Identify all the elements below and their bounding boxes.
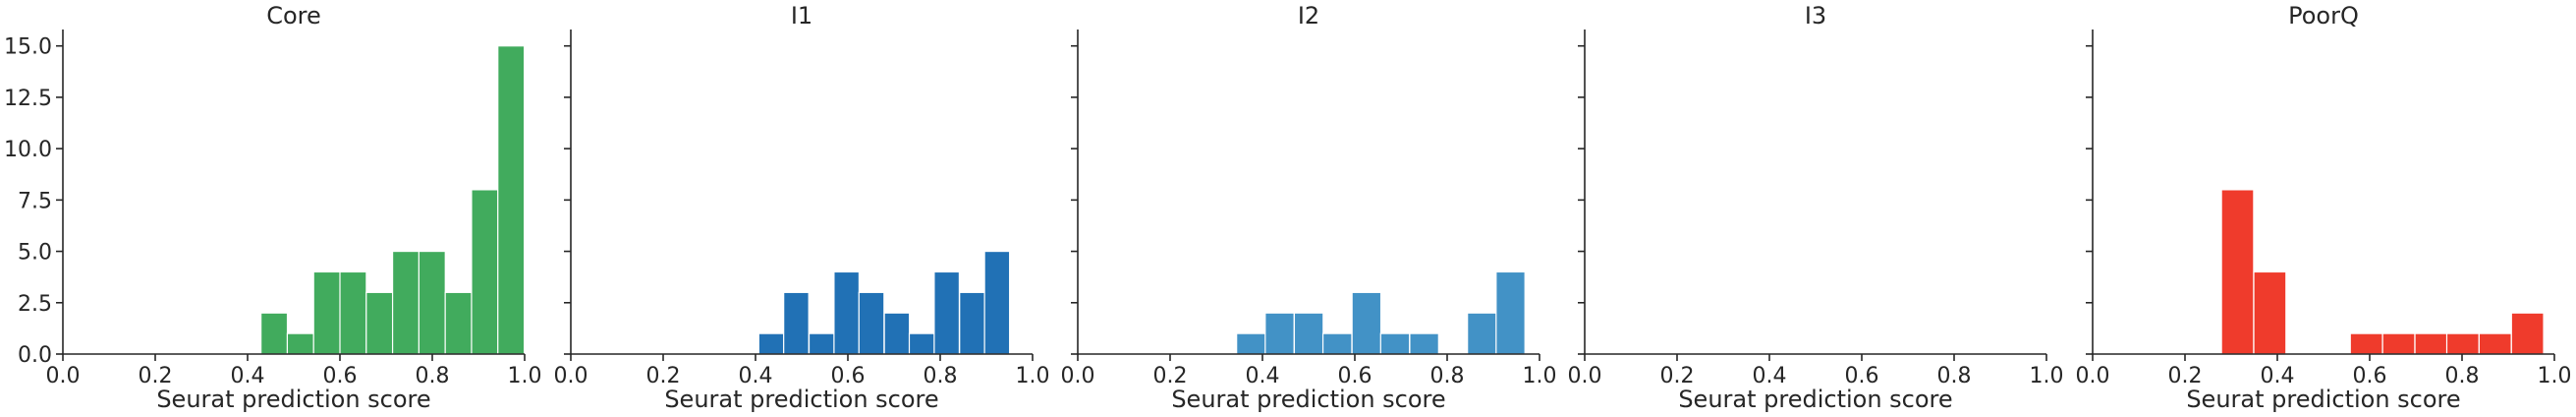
x-axis-label: Seurat prediction score [1678, 386, 1952, 413]
x-tick-label: 1.0 [508, 364, 542, 388]
histogram-bar [2349, 332, 2383, 355]
x-tick-label: 1.0 [1523, 364, 1557, 388]
histogram-bar [1293, 312, 1324, 355]
histogram-bar [883, 312, 911, 355]
x-tick-label: 1.0 [2030, 364, 2064, 388]
y-tick-label: 10.0 [4, 138, 52, 162]
histogram-bar [808, 332, 835, 355]
x-tick-label: 0.6 [2353, 364, 2387, 388]
x-tick-label: 0.0 [2076, 364, 2110, 388]
x-tick-label: 0.2 [646, 364, 681, 388]
x-tick-label: 0.6 [831, 364, 866, 388]
x-tick-label: 1.0 [2538, 364, 2572, 388]
x-tick-label: 0.0 [1061, 364, 1095, 388]
y-tick-label: 5.0 [18, 241, 52, 266]
histogram-bar [339, 270, 367, 355]
panel-title: I3 [1805, 2, 1826, 30]
x-tick-label: 0.6 [1338, 364, 1372, 388]
y-tick-label: 7.5 [18, 189, 52, 213]
panel-title: Core [266, 2, 321, 30]
histogram-bar [1495, 270, 1526, 355]
histogram-bar [933, 270, 961, 355]
histogram-bar [365, 291, 394, 355]
y-tick-label: 0.0 [18, 343, 52, 368]
histogram-panel-i1: 0.0 0.2 0.4 0.6 0.8 1.0 I1 Seurat prediction sc… [554, 2, 1050, 413]
histogram-bar [2381, 332, 2416, 355]
histogram-bar [783, 291, 810, 355]
histogram-bar [1351, 291, 1382, 355]
histogram-bar [1409, 332, 1439, 355]
histogram-bar [286, 332, 314, 355]
histogram-bar [2253, 270, 2287, 355]
x-tick-label: 0.2 [1660, 364, 1695, 388]
histogram-bar [2445, 332, 2480, 355]
x-tick-label: 0.4 [2261, 364, 2295, 388]
x-axis-label: Seurat prediction score [1171, 386, 1445, 413]
histogram-bar [260, 312, 289, 355]
histogram-bar [2478, 332, 2512, 355]
x-tick-label: 0.8 [2445, 364, 2480, 388]
histogram-bar [497, 45, 526, 355]
x-tick-label: 0.0 [46, 364, 81, 388]
histogram-panel-poorq: 0.0 0.2 0.4 0.6 0.8 1.0 PoorQ Seurat prediction… [2076, 2, 2572, 413]
histogram-bar [312, 270, 341, 355]
histogram-bar [1264, 312, 1295, 355]
histogram-bar [2510, 312, 2545, 355]
histogram-bar [1321, 332, 1353, 355]
histogram-bar [959, 291, 985, 355]
y-tick-label: 15.0 [4, 35, 52, 60]
y-tick-label: 12.5 [4, 87, 52, 111]
histogram-bar [2414, 332, 2448, 355]
histogram-bar [1236, 332, 1266, 355]
x-tick-label: 0.8 [416, 364, 450, 388]
x-tick-label: 0.2 [1153, 364, 1188, 388]
histogram-bar [757, 332, 785, 355]
x-tick-label: 0.6 [1845, 364, 1879, 388]
histogram-panel-i2: 0.0 0.2 0.4 0.6 0.8 1.0 I2 Seurat prediction sc… [1061, 2, 1557, 413]
x-tick-label: 0.2 [2168, 364, 2203, 388]
histogram-panel-core: 0.0 0.2 0.4 0.6 0.8 1.0 0.0 2.5 5.0 7.5 10.0 12.5 15… [4, 2, 541, 413]
panel-title: I1 [791, 2, 812, 30]
x-tick-label: 0.4 [739, 364, 773, 388]
x-tick-label: 0.0 [554, 364, 588, 388]
x-tick-label: 0.0 [1568, 364, 1602, 388]
histogram-bar [908, 332, 935, 355]
histogram-bar [2220, 189, 2255, 355]
histogram-bar [391, 250, 420, 355]
histogram-bar [418, 250, 446, 355]
histogram-bar [1467, 312, 1497, 355]
x-axis-label: Seurat prediction score [156, 386, 430, 413]
x-tick-label: 1.0 [1016, 364, 1050, 388]
histogram-bar [1379, 332, 1411, 355]
x-tick-label: 0.8 [1937, 364, 1972, 388]
x-tick-label: 0.8 [924, 364, 958, 388]
histogram-bar [983, 250, 1011, 355]
panel-title: I2 [1298, 2, 1319, 30]
x-tick-label: 0.4 [1753, 364, 1787, 388]
histogram-bar [833, 270, 861, 355]
histogram-bar [471, 189, 499, 355]
histogram-panel-i3: 0.0 0.2 0.4 0.6 0.8 1.0 I3 Seurat prediction sc… [1568, 2, 2064, 413]
histogram-bar [444, 291, 473, 355]
x-axis-label: Seurat prediction score [2186, 386, 2460, 413]
x-tick-label: 0.8 [1430, 364, 1465, 388]
x-tick-label: 0.6 [323, 364, 358, 388]
y-tick-label: 2.5 [18, 292, 52, 317]
x-axis-label: Seurat prediction score [664, 386, 938, 413]
x-tick-label: 0.4 [1246, 364, 1280, 388]
x-tick-label: 0.4 [231, 364, 265, 388]
x-tick-label: 0.2 [139, 364, 173, 388]
panel-title: PoorQ [2288, 2, 2359, 30]
histogram-bar [858, 291, 885, 355]
